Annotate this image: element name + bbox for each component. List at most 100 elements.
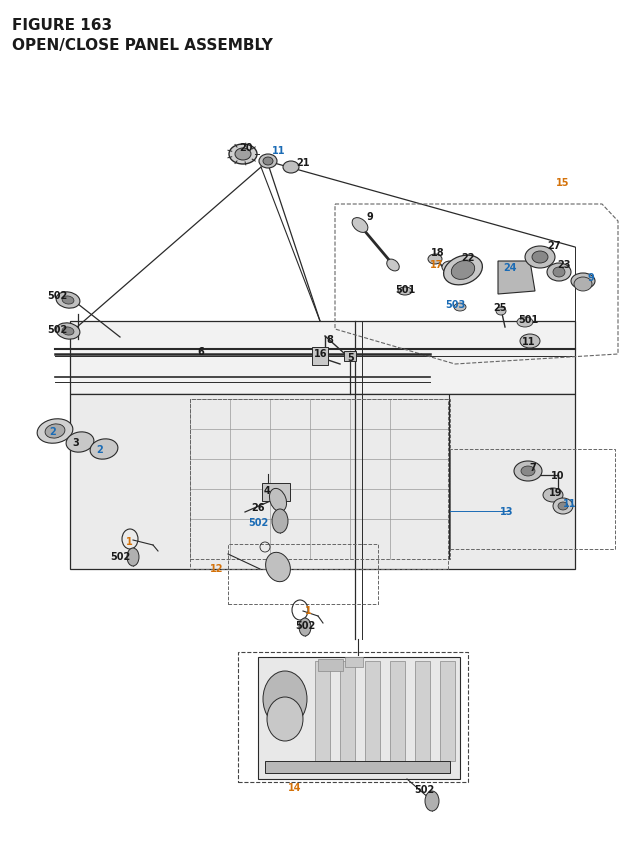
Ellipse shape [56,324,80,340]
Ellipse shape [547,263,571,282]
Text: 20: 20 [239,143,253,152]
Ellipse shape [66,432,94,453]
Text: 12: 12 [211,563,224,573]
Ellipse shape [558,503,568,511]
Ellipse shape [283,162,299,174]
Ellipse shape [272,510,288,533]
Text: 16: 16 [314,349,328,358]
Ellipse shape [37,419,73,443]
Ellipse shape [90,439,118,460]
Ellipse shape [442,262,458,274]
Text: 502: 502 [47,325,67,335]
Ellipse shape [263,158,273,166]
Text: 7: 7 [530,462,536,473]
Text: 18: 18 [431,248,445,257]
Text: 9: 9 [367,212,373,222]
Text: 21: 21 [296,158,310,168]
Text: 9: 9 [588,273,595,282]
Bar [228,544,378,604]
Text: 14: 14 [288,782,301,792]
Ellipse shape [127,548,139,567]
Ellipse shape [517,318,533,328]
Text: 13: 13 [500,506,514,517]
Text: 502: 502 [295,620,315,630]
Text: 502: 502 [47,291,67,300]
Polygon shape [70,394,575,569]
Text: 5: 5 [348,353,355,362]
Bar [415,661,430,761]
Ellipse shape [263,672,307,728]
Ellipse shape [229,145,257,164]
Bar [265,761,450,773]
Ellipse shape [428,255,442,264]
Text: 8: 8 [326,335,333,344]
Ellipse shape [553,499,573,514]
Bar [345,657,363,667]
Text: 11: 11 [272,146,285,156]
Ellipse shape [387,260,399,271]
Bar [390,661,405,761]
Text: 501: 501 [395,285,415,294]
Text: 3: 3 [72,437,79,448]
Text: 11: 11 [522,337,536,347]
Text: 26: 26 [252,503,265,512]
Text: 15: 15 [556,177,570,188]
Bar [190,400,448,569]
Bar [450,449,615,549]
Ellipse shape [267,697,303,741]
Text: FIGURE 163: FIGURE 163 [12,18,112,33]
Text: 501: 501 [518,314,538,325]
Text: 503: 503 [445,300,465,310]
Text: 502: 502 [248,517,268,528]
Ellipse shape [525,247,555,269]
Ellipse shape [454,304,466,312]
Ellipse shape [520,335,540,349]
Bar [340,661,355,761]
Ellipse shape [496,307,506,316]
Text: 6: 6 [198,347,204,356]
Ellipse shape [352,219,368,233]
Ellipse shape [444,256,483,286]
Text: 25: 25 [493,303,507,313]
Polygon shape [70,322,575,394]
Text: 502: 502 [110,551,130,561]
Text: 1: 1 [125,536,132,547]
Ellipse shape [543,488,563,503]
Text: 17: 17 [430,260,444,269]
Polygon shape [258,657,460,779]
Ellipse shape [259,155,277,169]
Text: 1: 1 [305,605,312,616]
Ellipse shape [62,296,74,305]
Polygon shape [498,262,535,294]
Ellipse shape [451,261,475,280]
Ellipse shape [574,278,592,292]
Ellipse shape [235,149,251,161]
Text: 2: 2 [97,444,104,455]
Bar [440,661,455,761]
Ellipse shape [398,288,412,295]
Text: 23: 23 [557,260,571,269]
Bar [344,351,356,362]
Ellipse shape [269,489,287,512]
Bar [365,661,380,761]
Ellipse shape [553,268,565,278]
Text: 4: 4 [264,486,270,495]
Ellipse shape [571,274,595,289]
Ellipse shape [62,327,74,336]
Text: 11: 11 [563,499,577,508]
Bar [190,400,450,560]
Text: 2: 2 [50,426,56,437]
Text: 27: 27 [547,241,561,251]
Ellipse shape [56,293,80,309]
Text: OPEN/CLOSE PANEL ASSEMBLY: OPEN/CLOSE PANEL ASSEMBLY [12,38,273,53]
Bar [312,348,328,366]
Ellipse shape [45,424,65,438]
Text: 502: 502 [414,784,434,794]
Ellipse shape [266,553,291,582]
Text: 10: 10 [551,470,564,480]
Text: 22: 22 [461,253,475,263]
Ellipse shape [299,618,311,636]
Text: 19: 19 [549,487,563,498]
Bar [238,653,468,782]
Ellipse shape [425,791,439,811]
